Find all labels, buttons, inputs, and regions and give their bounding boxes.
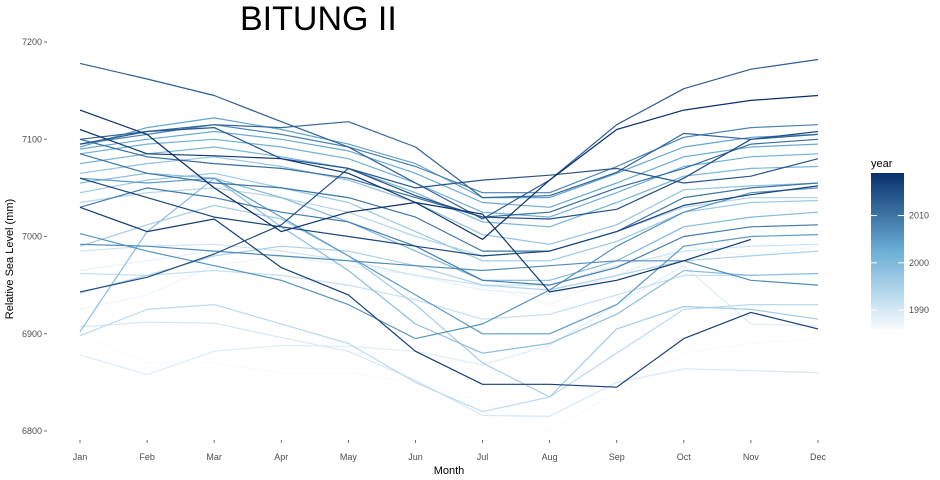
x-tick-label: Aug (542, 452, 558, 462)
series-line-2017 (79, 206, 819, 388)
legend-ticks: 1990 2000 2010 (871, 211, 929, 315)
series-line-1988 (79, 243, 819, 296)
series-line-2013 (79, 58, 819, 220)
y-axis-ticks: 6800 6900 7000 7100 7200 (22, 37, 47, 436)
series-line-1986 (79, 333, 819, 432)
series-line-1992 (79, 269, 819, 320)
series-line-2019 (79, 94, 819, 240)
series-line-2015 (79, 130, 819, 293)
series-line-2003 (79, 130, 819, 208)
x-tick-label: May (340, 452, 358, 462)
series-line-1993 (79, 304, 818, 413)
x-axis-title: Month (434, 465, 465, 477)
y-tick-label: 7200 (22, 37, 42, 47)
x-tick-label: Nov (743, 452, 760, 462)
series-line-1999 (79, 177, 819, 354)
series-line-1991 (79, 243, 819, 286)
legend-title: year (871, 158, 893, 170)
series-line-2004 (79, 117, 819, 199)
series-line-1998 (79, 156, 819, 245)
y-tick-label: 6900 (22, 329, 42, 339)
series-line-1989 (79, 265, 819, 376)
x-tick-label: Sep (609, 452, 625, 462)
series-line-2014 (79, 127, 819, 189)
legend: year 1990 2000 2010 (871, 158, 929, 329)
y-axis-title: Relative Sea Level (mm) (4, 199, 16, 319)
x-tick-label: Mar (206, 452, 222, 462)
series-line-2007 (79, 243, 819, 286)
x-tick-label: Jul (477, 452, 489, 462)
series-line-2000 (79, 172, 819, 281)
x-tick-label: Feb (139, 452, 155, 462)
y-tick-label: 7100 (22, 134, 42, 144)
y-tick-label: 7000 (22, 232, 42, 242)
chart-title: BITUNG II (240, 0, 397, 38)
series-line-1995 (79, 245, 819, 294)
y-tick-label: 6800 (22, 426, 42, 436)
x-tick-label: Jan (73, 452, 88, 462)
series-line-1997 (79, 172, 819, 262)
legend-colorbar (871, 173, 904, 329)
series-line-2011 (79, 138, 819, 218)
x-tick-label: Jun (408, 452, 423, 462)
series-lines (79, 58, 819, 432)
x-tick-label: Oct (677, 452, 692, 462)
series-line-2006 (79, 187, 819, 340)
x-tick-label: Dec (810, 452, 827, 462)
legend-tick-label: 1990 (909, 305, 929, 315)
series-line-2012 (79, 121, 819, 199)
series-line-2010 (79, 153, 819, 252)
series-line-1990 (79, 321, 819, 417)
x-axis-ticks: Jan Feb Mar Apr May Jun Jul Aug Sep Oct Nov Dec (73, 440, 827, 462)
series-line-1996 (79, 204, 819, 398)
legend-tick-label: 2010 (909, 211, 929, 221)
series-line-2009 (79, 187, 819, 286)
legend-tick-label: 2000 (909, 258, 929, 268)
series-line-2016 (79, 177, 819, 257)
x-tick-label: Apr (274, 452, 288, 462)
series-line-1987 (79, 245, 819, 310)
